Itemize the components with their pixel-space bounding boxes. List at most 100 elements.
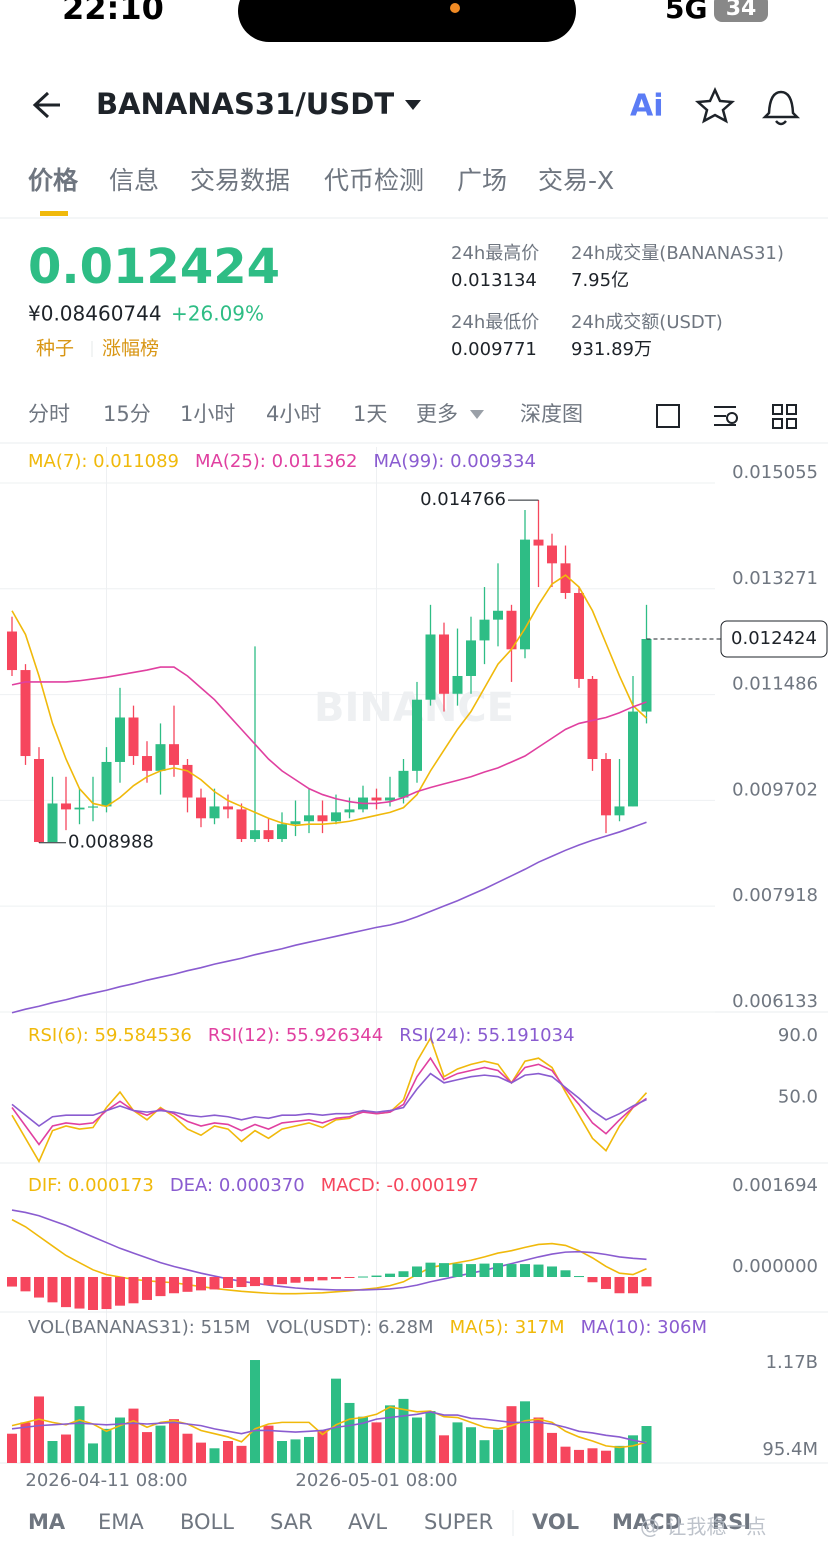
legend-entry: MA(5): 317M	[450, 1317, 565, 1338]
macd-bar	[34, 1276, 44, 1298]
interval[interactable]: 1小时	[180, 402, 235, 426]
layout-button[interactable]	[772, 404, 797, 429]
chart-tool[interactable]	[656, 404, 680, 428]
candle-body	[101, 761, 112, 807]
interval[interactable]: 分时	[28, 402, 70, 426]
volume-bar	[641, 1426, 652, 1463]
volume-bar	[628, 1435, 638, 1463]
volume-bar	[344, 1402, 355, 1463]
volume-bar	[223, 1440, 233, 1463]
interval[interactable]: 1天	[353, 402, 387, 426]
candle-body	[74, 807, 85, 810]
candle-body	[614, 806, 625, 816]
volume-bar	[452, 1422, 463, 1463]
ai-button[interactable]: Ai	[630, 89, 664, 124]
indicator-line	[11, 1411, 647, 1444]
candle-body	[88, 806, 98, 808]
macd-bar	[479, 1263, 490, 1277]
pair-title[interactable]: BANANAS31/USDT	[96, 87, 394, 121]
volume-bar	[277, 1440, 287, 1463]
alert-button[interactable]	[761, 90, 801, 126]
y-tick-label: 0.011486	[732, 674, 818, 695]
interval[interactable]: 更多	[416, 402, 458, 426]
volume-bar	[587, 1448, 598, 1463]
legend-entry: DIF: 0.000173	[28, 1175, 154, 1196]
candle-body	[439, 634, 449, 694]
indicator-line	[11, 1036, 648, 1164]
macd-bar	[20, 1276, 31, 1292]
macd-bar	[520, 1264, 530, 1277]
y-tick-label: 0.007918	[732, 885, 818, 906]
pair-dropdown[interactable]	[405, 100, 421, 110]
indicator-tab[interactable]: AVL	[348, 1510, 387, 1534]
candle-body	[493, 610, 503, 620]
y-tick-label: 90.0	[778, 1025, 818, 1046]
candle-body	[479, 619, 490, 641]
interval[interactable]: 4小时	[266, 402, 321, 426]
indicator-tab[interactable]: SUPER	[424, 1510, 493, 1534]
last-price-box	[720, 620, 828, 658]
favorite-button[interactable]	[694, 86, 736, 124]
macd-bar	[547, 1266, 557, 1277]
tab-bar: 价格 信息 交易数据 代币检测 广场 交易-X	[28, 166, 614, 195]
indicator-tab[interactable]: VOL	[532, 1510, 579, 1534]
y-tick-label: 50.0	[778, 1087, 818, 1108]
candle-body	[506, 610, 517, 650]
volume-bar	[412, 1417, 422, 1463]
indicator-tab[interactable]: BOLL	[180, 1510, 234, 1534]
macd-bar	[169, 1276, 179, 1294]
tab[interactable]: 价格	[28, 166, 79, 195]
last-price: 0.012424	[28, 239, 280, 295]
tab[interactable]: 代币检测	[324, 166, 424, 195]
tag[interactable]: 涨幅榜	[102, 338, 159, 360]
candle-body	[209, 806, 220, 819]
macd-bar	[317, 1276, 328, 1281]
indicator-tab[interactable]: MA	[28, 1510, 66, 1534]
macd-bar	[574, 1276, 584, 1278]
stat-value: 0.013134	[451, 270, 537, 291]
macd-bar	[587, 1276, 598, 1283]
macd-bar	[452, 1263, 463, 1277]
interval[interactable]: 深度图	[520, 402, 583, 426]
island-dot	[450, 3, 460, 13]
battery	[714, 0, 768, 22]
chart-settings[interactable]	[714, 406, 736, 426]
x-tick-label: 2026-05-01 08:00	[295, 1470, 457, 1491]
candle-body	[115, 717, 125, 762]
legend-entry: MA(99): 0.009334	[373, 451, 535, 472]
stat-label: 24h成交额(USDT)	[571, 312, 723, 333]
tab[interactable]: 信息	[109, 166, 159, 195]
indicator-tab[interactable]: EMA	[98, 1510, 144, 1534]
macd-bar	[290, 1276, 301, 1283]
tab[interactable]: 交易数据	[190, 166, 290, 195]
candle-body	[304, 815, 314, 822]
interval[interactable]: 15分	[103, 402, 151, 426]
back-button[interactable]	[32, 91, 60, 119]
stat-label: 24h最高价	[451, 243, 539, 264]
interval-bar: 分时 15分 1小时 4小时 1天 更多 深度图	[28, 402, 583, 426]
candle-body	[371, 797, 382, 801]
indicator-tab[interactable]: RSI	[712, 1510, 751, 1534]
candle-body	[520, 539, 530, 650]
macd-bar	[331, 1276, 341, 1279]
tab[interactable]: 广场	[457, 166, 507, 195]
legend-entry: VOL(USDT): 6.28M	[266, 1317, 433, 1338]
more-dropdown[interactable]	[470, 410, 484, 419]
volume-bar	[34, 1396, 44, 1463]
tab[interactable]: 交易-X	[538, 166, 614, 195]
y-tick-label: 0.000000	[732, 1256, 818, 1277]
candle-body	[34, 758, 44, 843]
candle-body	[223, 806, 233, 810]
macd-bar	[128, 1276, 139, 1304]
indicator-tab[interactable]: MACD	[612, 1510, 682, 1534]
macd-bar	[560, 1270, 571, 1277]
tag[interactable]: 种子	[36, 338, 74, 360]
volume-bar	[574, 1449, 584, 1463]
indicator-tab[interactable]: SAR	[270, 1510, 313, 1534]
macd-bar	[209, 1276, 220, 1290]
macd-bar	[263, 1276, 274, 1286]
macd-bar	[628, 1276, 638, 1294]
indicator-line	[11, 1072, 647, 1127]
candle-body	[601, 758, 611, 816]
y-tick-label: 0.015055	[732, 462, 818, 483]
